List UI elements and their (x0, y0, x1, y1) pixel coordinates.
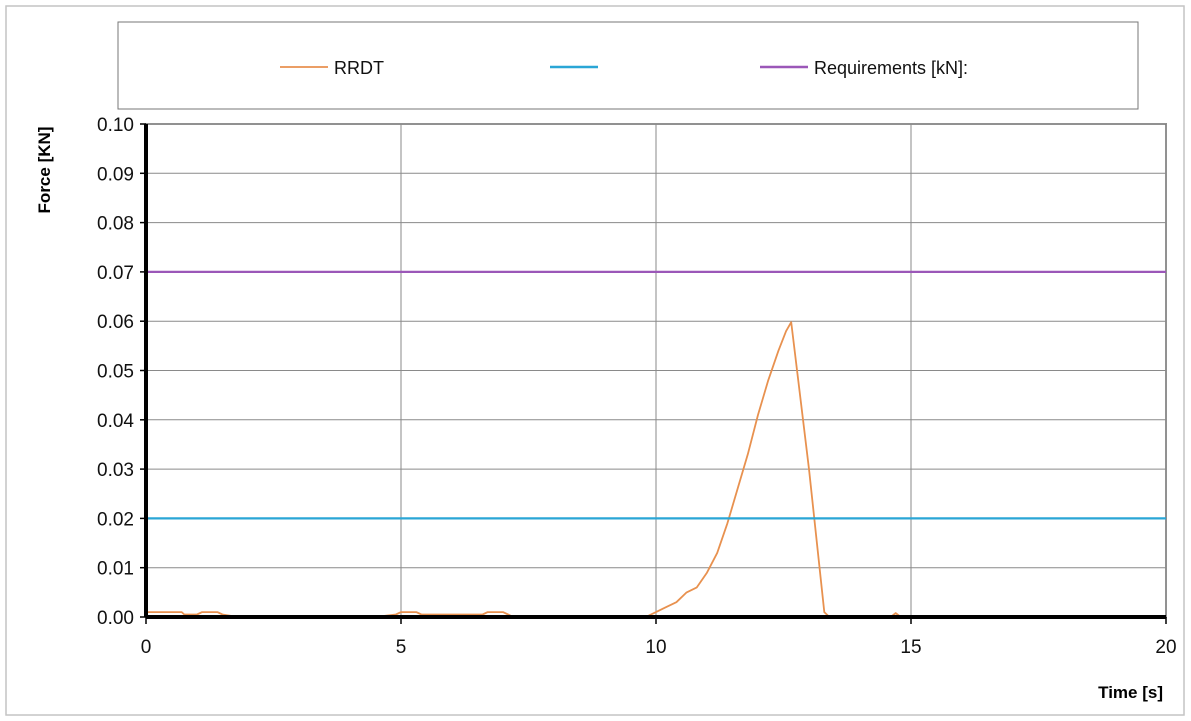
y-tick-label: 0.10 (97, 115, 134, 136)
y-tick-label: 0.06 (97, 312, 134, 333)
y-tick-label: 0.02 (97, 509, 134, 530)
y-tick-label: 0.01 (97, 559, 134, 580)
x-tick-label: 10 (645, 637, 666, 658)
y-tick-label: 0.04 (97, 411, 134, 432)
x-tick-label: 0 (141, 637, 152, 658)
legend: RRDT Requirements [kN]: (280, 58, 968, 78)
y-tick-label: 0.00 (97, 608, 134, 629)
legend-box (117, 21, 1139, 110)
y-tick-label: 0.03 (97, 460, 134, 481)
x-tick-label: 20 (1155, 637, 1176, 658)
y-tick-label: 0.05 (97, 362, 134, 383)
x-tick-label: 15 (900, 637, 921, 658)
tick-labels: 0.00 0.01 0.02 0.03 0.04 0.05 0.06 0.07 0.08 0.09… (97, 115, 1177, 658)
y-tick-label: 0.09 (97, 164, 134, 185)
y-tick-label: 0.08 (97, 214, 134, 235)
y-tick-label: 0.07 (97, 263, 134, 284)
x-tick-label: 5 (396, 637, 407, 658)
legend-label-2: Requirements [kN]: (814, 58, 968, 78)
legend-label-0: RRDT (334, 58, 384, 78)
y-axis-title: Force [KN] (35, 127, 54, 214)
x-axis-title: Time [s] (1098, 683, 1163, 702)
